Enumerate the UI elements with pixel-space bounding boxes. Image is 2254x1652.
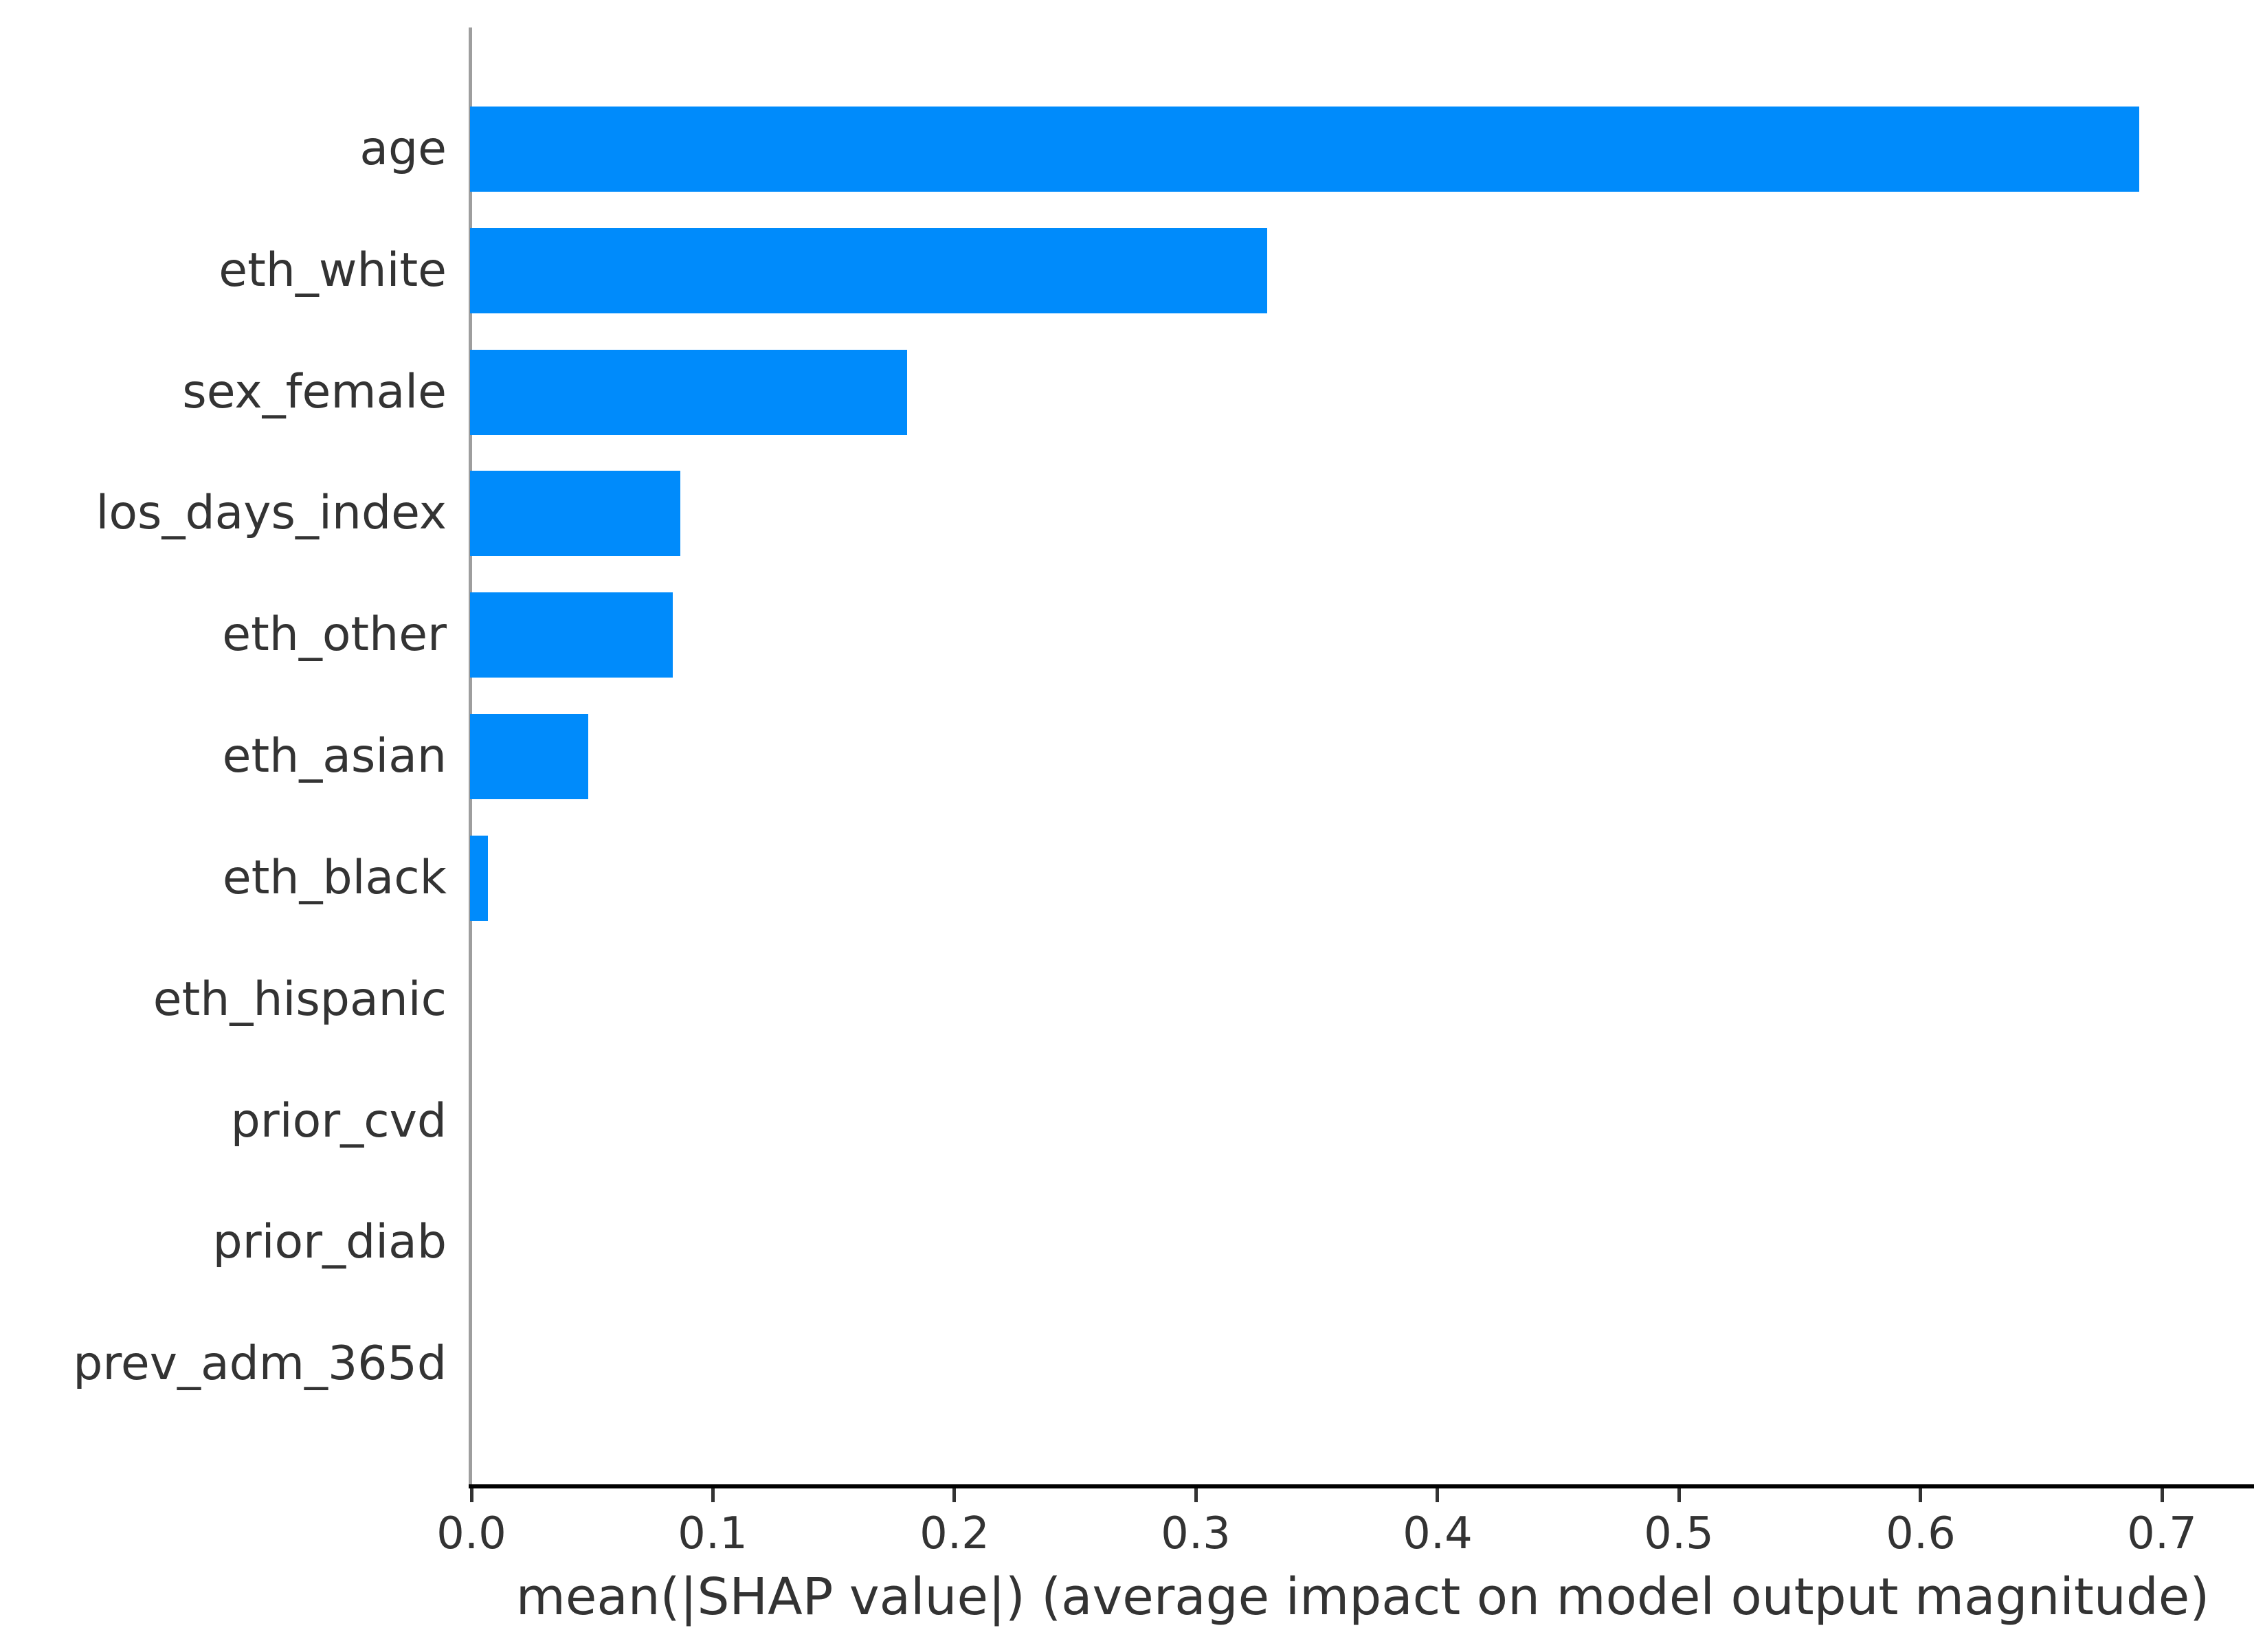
y-tick-label-prior_diab: prior_diab [212, 1215, 447, 1269]
bar-age [470, 107, 2139, 192]
x-tick-label-0.7: 0.7 [2127, 1508, 2197, 1559]
bar-eth_black [470, 836, 488, 921]
y-tick-label-prev_adm_365d: prev_adm_365d [73, 1337, 447, 1391]
y-axis-tick-labels: age eth_white sex_female los_days_index eth_… [0, 27, 447, 1486]
x-axis-spine [469, 1484, 2254, 1488]
x-tick-label-0.6: 0.6 [1886, 1508, 1956, 1559]
x-tick-label-0.5: 0.5 [1644, 1508, 1714, 1559]
y-tick-label-prior_cvd: prior_cvd [230, 1094, 447, 1148]
x-tick-mark-0.0 [470, 1488, 473, 1502]
x-tick-mark-0.2 [952, 1488, 956, 1502]
y-tick-label-eth_white: eth_white [219, 243, 447, 298]
x-tick-label-0.4: 0.4 [1403, 1508, 1473, 1559]
x-tick-label-0.0: 0.0 [436, 1508, 506, 1559]
x-tick-mark-0.1 [711, 1488, 715, 1502]
bar-sex_female [470, 350, 907, 435]
y-tick-label-los_days_index: los_days_index [96, 486, 447, 540]
x-tick-label-0.2: 0.2 [919, 1508, 990, 1559]
y-tick-label-eth_other: eth_other [222, 607, 447, 662]
y-tick-label-age: age [359, 122, 447, 176]
y-tick-label-sex_female: sex_female [182, 365, 447, 419]
bar-eth_asian [470, 714, 588, 799]
y-tick-label-eth_hispanic: eth_hispanic [153, 972, 447, 1027]
x-tick-mark-0.6 [1919, 1488, 1922, 1502]
bar-eth_white [470, 228, 1267, 313]
x-tick-mark-0.4 [1436, 1488, 1439, 1502]
x-tick-mark-0.3 [1194, 1488, 1198, 1502]
y-tick-label-eth_black: eth_black [222, 851, 447, 905]
x-tick-mark-0.7 [2161, 1488, 2164, 1502]
x-axis-title: mean(|SHAP value|) (average impact on mo… [515, 1567, 2210, 1627]
bar-eth_other [470, 592, 673, 678]
x-tick-mark-0.5 [1677, 1488, 1681, 1502]
y-tick-label-eth_asian: eth_asian [222, 729, 447, 783]
bars-layer [470, 27, 2254, 1486]
bar-los_days_index [470, 471, 680, 556]
x-tick-label-0.3: 0.3 [1161, 1508, 1231, 1559]
x-tick-label-0.1: 0.1 [678, 1508, 748, 1559]
